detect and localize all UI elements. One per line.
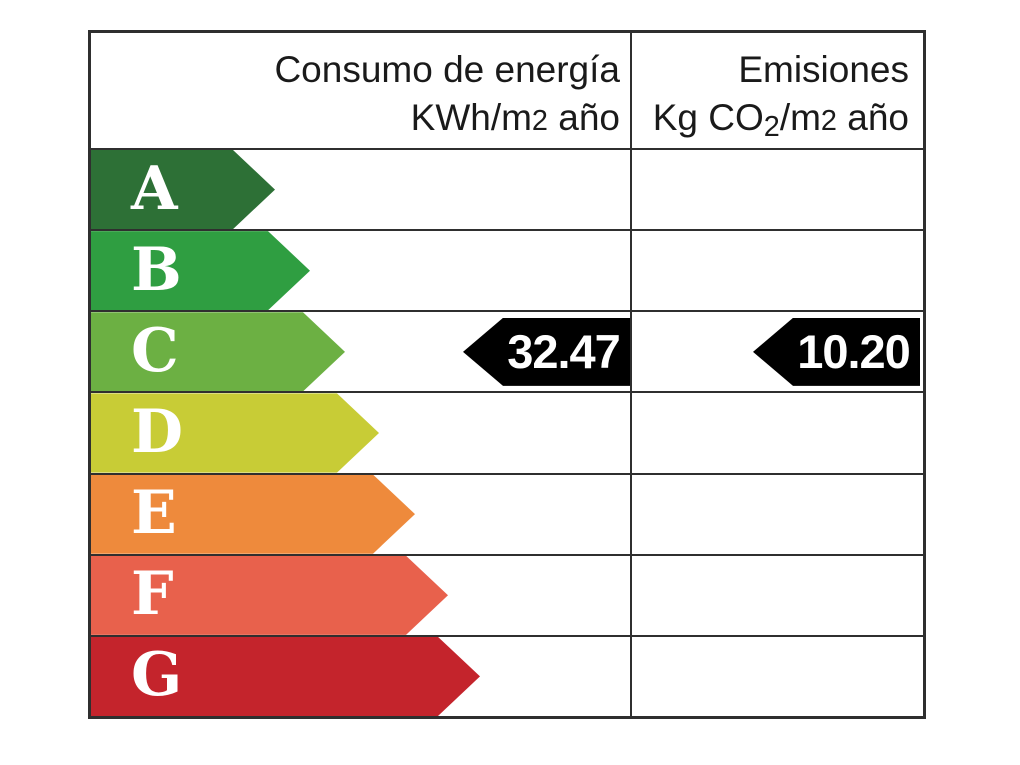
co2-subscript-digit: 2	[763, 110, 780, 143]
table-header: Consumo de energía KWh/m2 año Emisiones …	[91, 33, 923, 148]
consumption-cell: F	[91, 556, 630, 635]
rating-arrow	[91, 637, 480, 716]
consumption-cell: G	[91, 637, 630, 716]
rating-arrow	[91, 312, 345, 391]
rating-row-e: E	[91, 472, 923, 554]
emissions-cell	[630, 393, 923, 473]
rating-row-a: A	[91, 148, 923, 230]
rating-row-f: F	[91, 553, 923, 635]
squared-digit: 2	[820, 104, 837, 137]
emissions-column-header: Emisiones Kg CO2/m2 año	[630, 33, 923, 148]
emissions-cell	[630, 231, 923, 311]
consumption-cell: A	[91, 150, 630, 229]
rating-letter: C	[131, 315, 179, 386]
rating-row-d: D	[91, 391, 923, 473]
rating-letter: F	[131, 559, 174, 630]
emissions-header-unit: Kg CO2/m2 año	[652, 96, 909, 143]
emissions-cell	[630, 150, 923, 230]
rating-letter: D	[131, 396, 184, 467]
rating-row-b: B	[91, 229, 923, 311]
emissions-value-marker: 10.20	[753, 317, 920, 386]
emissions-cell	[630, 636, 923, 716]
emissions-header-title: Emisiones	[738, 49, 909, 91]
rating-letter: E	[131, 477, 177, 548]
rating-table: Consumo de energía KWh/m2 año Emisiones …	[88, 30, 926, 719]
consumption-cell: D	[91, 393, 630, 472]
emissions-cell: 10.20	[630, 312, 923, 392]
consumption-cell: E	[91, 475, 630, 554]
emissions-cell	[630, 555, 923, 635]
squared-digit: 2	[531, 104, 548, 137]
emissions-cell	[630, 474, 923, 554]
rating-arrow	[91, 150, 275, 229]
rating-row-c: C 32.47 10.20	[91, 310, 923, 392]
rating-arrow	[91, 475, 415, 554]
emissions-value: 10.20	[797, 325, 911, 379]
consumption-header-unit: KWh/m2 año	[410, 96, 620, 138]
rating-letter: A	[131, 153, 178, 224]
rating-row-g: G	[91, 634, 923, 716]
rating-arrow	[91, 393, 379, 472]
rating-letter: G	[131, 640, 183, 711]
consumption-value-marker: 32.47	[463, 317, 630, 386]
consumption-value: 32.47	[507, 325, 621, 379]
consumption-cell: B	[91, 231, 630, 310]
rating-arrow	[91, 556, 448, 635]
consumption-column-header: Consumo de energía KWh/m2 año	[91, 33, 630, 148]
rating-arrow	[91, 231, 310, 310]
consumption-cell: C 32.47	[91, 312, 630, 391]
rating-letter: B	[131, 234, 182, 305]
consumption-header-title: Consumo de energía	[274, 49, 620, 91]
